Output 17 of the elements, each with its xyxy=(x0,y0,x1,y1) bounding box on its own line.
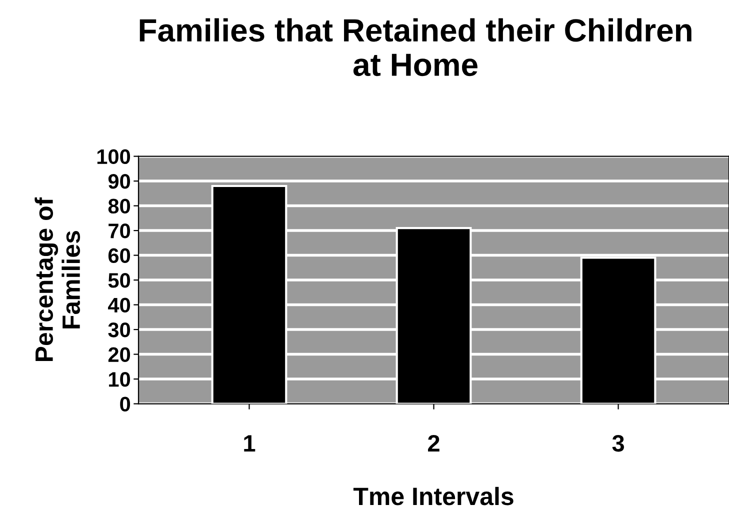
y-tick-label: 70 xyxy=(108,224,130,238)
x-tick-label: 2 xyxy=(428,434,440,452)
y-tick-label: 40 xyxy=(108,298,130,313)
y-tick-label: 60 xyxy=(108,248,130,264)
y-tick-label: 80 xyxy=(108,198,130,214)
y-tick-label: 0 xyxy=(120,396,130,412)
y-tick-label: 100 xyxy=(97,149,130,164)
x-axis-title: Tme Intervals xyxy=(353,486,514,506)
y-axis-title: Percentage of Families xyxy=(34,197,80,362)
y-tick-label: 50 xyxy=(108,273,130,288)
chart-title: Families that Retained their Children at Home xyxy=(140,18,692,76)
x-tick-label: 1 xyxy=(244,435,256,452)
y-tick-label: 10 xyxy=(109,372,130,387)
y-tick-label: 90 xyxy=(108,174,130,189)
y-tick-label: 30 xyxy=(108,322,130,338)
x-tick-label: 3 xyxy=(612,434,624,452)
y-tick-label: 20 xyxy=(108,347,130,362)
